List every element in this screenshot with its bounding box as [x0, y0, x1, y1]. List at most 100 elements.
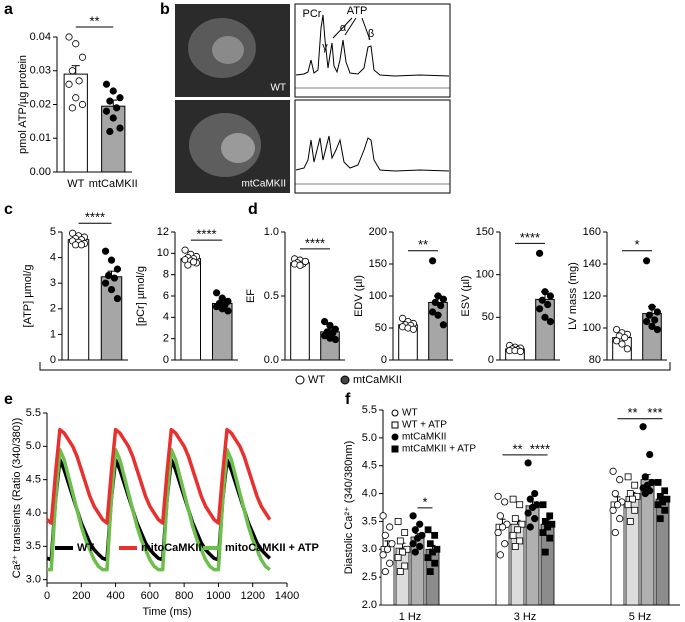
data-point	[113, 294, 122, 303]
line-series	[45, 427, 272, 525]
legend-label: WT	[402, 408, 418, 419]
data-point	[631, 481, 639, 489]
y-tick-label: 50	[375, 322, 387, 334]
data-point	[396, 568, 404, 575]
y-tick-label: 150	[476, 226, 494, 238]
data-point	[110, 274, 119, 282]
y-tick-label: 80	[589, 354, 601, 366]
significance-label: ****	[305, 235, 325, 250]
data-point	[541, 548, 549, 556]
data-point	[641, 489, 649, 498]
data-point	[629, 495, 636, 503]
legend-label: mitoCaMKII + ATP	[225, 542, 319, 554]
data-point	[383, 545, 392, 553]
data-point	[626, 490, 634, 497]
data-point	[631, 506, 639, 514]
peak-label: α	[340, 22, 347, 34]
data-point	[107, 285, 116, 294]
data-point	[224, 307, 232, 315]
y-tick-label: 0.0	[264, 354, 279, 366]
data-point	[528, 503, 537, 512]
data-point	[498, 523, 507, 531]
legend-label: WT + ATP	[402, 420, 447, 431]
data-point	[101, 247, 110, 255]
y-tick-label: 2	[163, 333, 169, 345]
data-point	[439, 295, 447, 303]
image-label: WT	[270, 83, 286, 94]
y-tick-label: 4	[50, 252, 56, 264]
data-point	[296, 261, 304, 269]
y-axis-label: Diastolic Ca²⁺ (340/380nm)	[343, 441, 355, 575]
data-point	[642, 317, 651, 326]
data-point	[509, 495, 517, 503]
data-point	[531, 489, 539, 498]
y-tick-label: 2	[50, 303, 56, 315]
data-point	[78, 100, 87, 109]
data-point	[524, 509, 532, 517]
legend-label: WT	[308, 374, 325, 386]
data-point	[612, 325, 621, 334]
x-tick-label: 1400	[275, 590, 299, 602]
data-point	[535, 305, 544, 313]
data-point	[516, 347, 525, 356]
y-tick-label: 0	[50, 354, 56, 366]
legend-marker	[340, 375, 350, 385]
bar	[290, 262, 310, 361]
y-tick-label: 100	[476, 269, 494, 281]
data-point	[109, 87, 117, 95]
data-point	[654, 501, 662, 509]
y-tick-label: 100	[369, 290, 387, 302]
data-point	[656, 515, 664, 523]
y-tick-label: 160	[583, 226, 601, 238]
y-tick-label: 5.0	[26, 440, 41, 452]
data-point	[413, 534, 422, 542]
y-tick-label: 100	[583, 322, 601, 334]
data-point	[65, 80, 73, 88]
data-point	[431, 559, 439, 567]
bar	[63, 73, 88, 173]
data-point	[546, 512, 554, 520]
spectrum-frame	[294, 3, 451, 98]
data-point	[113, 104, 121, 112]
y-tick-label: 120	[583, 290, 601, 302]
y-tick-label: 0.04	[30, 31, 51, 43]
x-tick-label: mtCaMKII	[89, 178, 138, 190]
bar	[495, 523, 510, 606]
data-point	[181, 246, 189, 254]
arrow	[332, 17, 353, 39]
y-tick-label: 12	[157, 226, 169, 238]
x-tick-label: WT	[67, 178, 84, 190]
nmr-panel	[175, 3, 451, 194]
data-point	[656, 492, 664, 500]
data-point	[411, 548, 419, 556]
y-tick-label: 140	[583, 258, 601, 270]
data-point	[331, 335, 339, 344]
legend-bracket	[39, 362, 671, 371]
y-tick-label: 5.5	[362, 404, 377, 416]
data-point	[75, 77, 83, 85]
legend-label: mtCaMKII + ATP	[402, 444, 476, 455]
y-tick-label: 5	[50, 226, 56, 238]
image-label: mtCaMKII	[242, 179, 286, 190]
data-point	[611, 528, 619, 537]
y-tick-label: 0.00	[30, 166, 51, 178]
data-point	[431, 298, 439, 306]
y-tick-label: 3.0	[26, 574, 41, 586]
significance-label: *	[634, 237, 639, 252]
y-tick-label: 3.5	[26, 540, 41, 552]
data-point	[113, 265, 122, 273]
data-point	[661, 506, 669, 514]
y-tick-label: 4.5	[26, 474, 41, 486]
data-point	[386, 559, 394, 567]
data-point	[434, 292, 442, 300]
x-tick-label: 1000	[206, 590, 230, 602]
data-point	[437, 301, 445, 310]
data-point	[428, 257, 437, 265]
legend-label: mtCaMKII	[353, 374, 402, 386]
data-point	[379, 512, 387, 520]
y-tick-label: 4	[163, 311, 169, 323]
y-tick-label: 2.0	[362, 599, 377, 611]
x-tick-label: 800	[175, 590, 193, 602]
data-point	[326, 321, 334, 330]
data-point	[624, 473, 632, 481]
